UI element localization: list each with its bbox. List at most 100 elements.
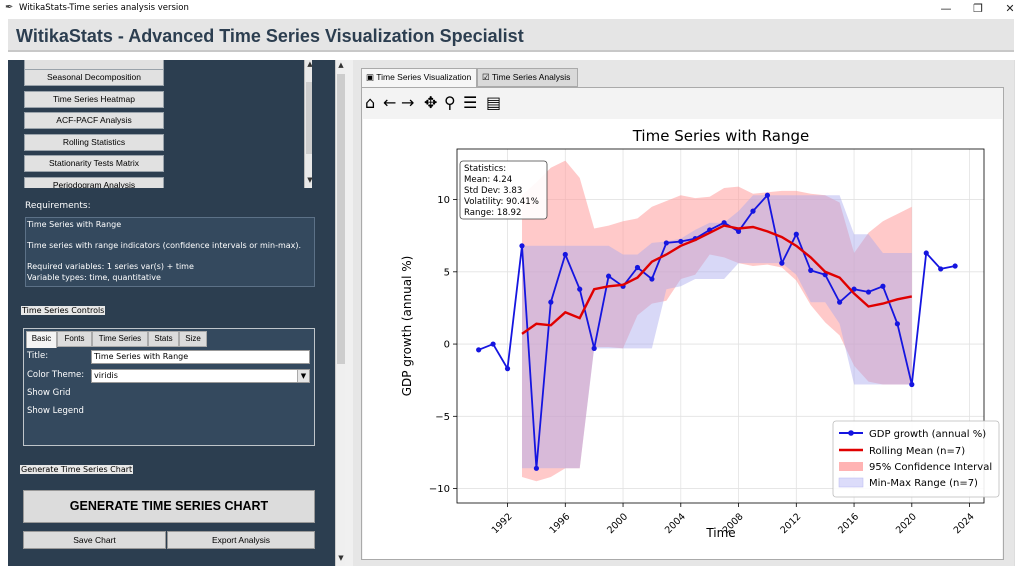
- gdp-point: [894, 321, 900, 327]
- tab-basic[interactable]: Basic: [26, 331, 57, 348]
- stats-heading: Statistics:: [464, 164, 506, 174]
- gdp-point: [634, 264, 641, 271]
- x-tick-label: 2000: [605, 511, 630, 536]
- gdp-point: [649, 276, 655, 282]
- gdp-point: [490, 341, 496, 347]
- scroll-up-arrow-icon[interactable]: ▲: [338, 61, 344, 69]
- gdp-point: [678, 238, 684, 245]
- save-icon[interactable]: ▤: [486, 93, 502, 112]
- scroll-down-arrow-icon[interactable]: ▼: [307, 176, 312, 184]
- chart-button-stationarity[interactable]: Stationarity Tests Matrix: [24, 155, 164, 172]
- legend-swatch-minmax: [838, 477, 864, 488]
- chart-legend: GDP growth (annual %) Rolling Mean (n=7)…: [832, 420, 1000, 498]
- configure-icon[interactable]: ☰: [463, 93, 478, 112]
- color-theme-select[interactable]: viridis ▼: [91, 369, 310, 383]
- chart-button-periodogram[interactable]: Periodogram Analysis: [24, 177, 164, 188]
- gdp-point: [562, 251, 568, 258]
- requirements-text: Time Series with Range Time series with …: [25, 217, 315, 287]
- chart-figure: 1992 1996 2000 2004 2008 2012 2016 2020 2024 −10−…: [363, 119, 1002, 559]
- y-tick-label: −5: [435, 412, 450, 423]
- left-panel-scrollbar[interactable]: ▲ ▼: [335, 60, 345, 566]
- scroll-up-arrow-icon[interactable]: ▲: [307, 60, 312, 68]
- export-analysis-button[interactable]: Export Analysis: [167, 531, 315, 549]
- requirements-line: [27, 231, 313, 242]
- requirements-line: Required variables: 1 series var(s) + ti…: [27, 262, 194, 271]
- scrollbar-thumb[interactable]: [337, 74, 345, 364]
- time-series-chart: 1992 1996 2000 2004 2008 2012 2016 2020 2024−10−…: [400, 127, 1000, 540]
- checkbox-icon: ☑: [482, 72, 492, 82]
- chart-button-heatmap[interactable]: Time Series Heatmap: [24, 91, 164, 108]
- right-edge-strip: [1014, 60, 1024, 566]
- stats-range: Range: 18.92: [464, 208, 521, 218]
- gdp-point: [735, 228, 742, 234]
- zoom-icon[interactable]: ⚲: [444, 93, 456, 112]
- tab-label: Time Series Visualization: [376, 72, 472, 82]
- gdp-point: [504, 366, 511, 372]
- rolling-mean-line: [521, 224, 913, 335]
- chevron-down-icon[interactable]: ▼: [297, 370, 309, 382]
- y-tick-label: 10: [437, 195, 450, 206]
- pan-icon[interactable]: ✥: [424, 93, 438, 112]
- tab-stats[interactable]: Stats: [148, 331, 179, 347]
- requirements-line: Variable types: time, quantitative: [27, 272, 161, 282]
- chart-list-scrollbar[interactable]: ▲ ▼: [304, 60, 312, 188]
- tab-time-series-analysis[interactable]: ☑ Time Series Analysis: [477, 68, 578, 87]
- minimize-button[interactable]: —: [940, 2, 952, 15]
- gdp-point: [938, 266, 944, 272]
- panel-sash[interactable]: [345, 60, 353, 566]
- y-tick-label: 0: [444, 340, 450, 351]
- chart-button-rolling-statistics[interactable]: Rolling Statistics: [24, 134, 164, 151]
- legend-swatch-ci: [839, 462, 863, 471]
- scrollbar-thumb[interactable]: [306, 82, 312, 154]
- scroll-down-arrow-icon[interactable]: ▼: [338, 554, 344, 562]
- x-tick-label: 1992: [490, 511, 515, 536]
- x-tick-label: 2016: [836, 511, 861, 536]
- gdp-point: [606, 273, 612, 279]
- tab-fonts[interactable]: Fonts: [57, 331, 92, 347]
- visualization-notebook: ⌂ ← → ✥ ⚲ ☰ ▤ 1992 1996 2000 2004 2008 2012 20…: [361, 87, 1004, 560]
- show-legend-toggle[interactable]: Show Legend: [27, 406, 84, 416]
- app-header: WitikaStats - Advanced Time Series Visua…: [8, 19, 1014, 52]
- title-input[interactable]: Time Series with Range: [91, 350, 310, 364]
- color-theme-label: Color Theme:: [27, 370, 85, 380]
- right-panel: ▣ Time Series Visualization ☑ Time Serie…: [353, 60, 1024, 566]
- plot-toolbar: ⌂ ← → ✥ ⚲ ☰ ▤: [362, 88, 1003, 118]
- back-arrow-icon[interactable]: ←: [383, 93, 397, 112]
- tab-time-series-visualization[interactable]: ▣ Time Series Visualization: [361, 68, 477, 88]
- gdp-point: [476, 347, 482, 353]
- maximize-button[interactable]: ❐: [973, 2, 983, 15]
- plot-frame: [456, 148, 985, 504]
- requirements-line: Time series with range indicators (confi…: [27, 241, 302, 250]
- chart-button-acf-pacf[interactable]: ACF-PACF Analysis: [24, 112, 164, 129]
- gdp-point: [663, 240, 669, 246]
- x-axis-label: Time: [705, 526, 735, 540]
- requirements-label: Requirements:: [25, 201, 91, 211]
- generate-chart-button[interactable]: GENERATE TIME SERIES CHART: [23, 490, 315, 523]
- gdp-point: [577, 286, 583, 292]
- confidence-interval-band: [522, 160, 912, 482]
- statistics-box: Statistics: Mean: 4.24 Std Dev: 3.83 Vol…: [459, 160, 548, 220]
- y-tick-label: −10: [429, 484, 450, 495]
- tab-label: Time Series Analysis: [491, 72, 571, 82]
- x-tick-label: 1996: [547, 511, 572, 536]
- y-axis-label: GDP growth (annual %): [400, 256, 414, 397]
- tab-size[interactable]: Size: [179, 331, 207, 347]
- app-title: WitikaStats - Advanced Time Series Visua…: [16, 26, 524, 46]
- close-button[interactable]: ✕: [1005, 2, 1015, 15]
- generate-label: Generate Time Series Chart: [20, 465, 134, 474]
- home-icon[interactable]: ⌂: [365, 93, 376, 112]
- save-chart-button[interactable]: Save Chart: [23, 531, 166, 549]
- legend-label-gdp: GDP growth (annual %): [869, 429, 986, 440]
- chart-button-seasonal-decomposition[interactable]: Seasonal Decomposition: [24, 69, 164, 86]
- min-max-range-band: [522, 195, 912, 469]
- forward-arrow-icon[interactable]: →: [401, 93, 415, 112]
- tab-time-series[interactable]: Time Series: [92, 331, 148, 347]
- gdp-point: [548, 299, 554, 305]
- show-grid-toggle[interactable]: Show Grid: [27, 388, 71, 398]
- color-theme-value: viridis: [94, 371, 118, 380]
- y-tick-label: 5: [444, 267, 450, 278]
- controls-label: Time Series Controls: [21, 306, 106, 315]
- controls-frame: Basic Fonts Time Series Stats Size Title…: [23, 328, 315, 446]
- gdp-point: [591, 345, 597, 351]
- feather-app-icon: ✒: [5, 2, 14, 13]
